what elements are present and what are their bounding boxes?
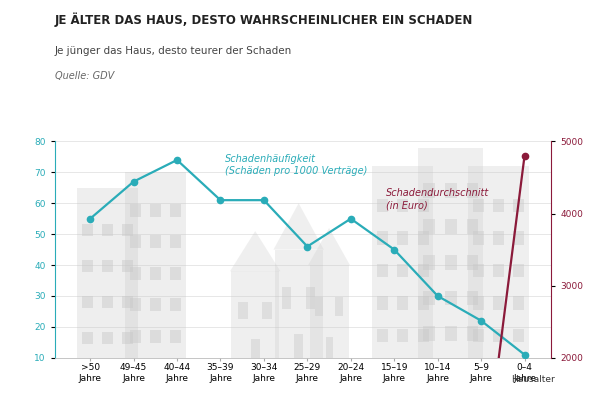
- Polygon shape: [273, 203, 324, 250]
- Text: Hausalter: Hausalter: [511, 375, 555, 384]
- Bar: [513, 199, 524, 212]
- Bar: [373, 166, 433, 358]
- Bar: [122, 224, 133, 236]
- Bar: [473, 199, 484, 212]
- Bar: [513, 329, 524, 342]
- Bar: [125, 172, 185, 358]
- Bar: [130, 267, 141, 280]
- Bar: [423, 255, 435, 270]
- Bar: [170, 298, 181, 312]
- Bar: [493, 199, 504, 212]
- Bar: [398, 231, 408, 245]
- Bar: [325, 337, 333, 358]
- Bar: [467, 183, 478, 198]
- Bar: [82, 296, 93, 308]
- Text: JE ÄLTER DAS HAUS, DESTO WAHRSCHEINLICHER EIN SCHADEN: JE ÄLTER DAS HAUS, DESTO WAHRSCHEINLICHE…: [55, 12, 473, 27]
- Bar: [310, 265, 348, 358]
- Bar: [275, 250, 322, 358]
- Bar: [122, 260, 133, 272]
- Bar: [445, 290, 456, 305]
- Bar: [467, 219, 478, 234]
- Bar: [377, 199, 388, 212]
- Bar: [418, 231, 428, 245]
- Bar: [150, 204, 161, 217]
- Bar: [513, 297, 524, 310]
- Bar: [513, 231, 524, 245]
- Bar: [445, 255, 456, 270]
- Bar: [122, 296, 133, 308]
- Bar: [473, 297, 484, 310]
- Bar: [377, 231, 388, 245]
- Bar: [493, 231, 504, 245]
- Bar: [423, 219, 435, 234]
- Bar: [231, 271, 279, 358]
- Bar: [82, 332, 93, 344]
- Bar: [306, 287, 315, 309]
- Bar: [315, 297, 323, 316]
- Bar: [468, 166, 529, 358]
- Bar: [102, 260, 113, 272]
- Bar: [467, 255, 478, 270]
- Bar: [130, 204, 141, 217]
- Bar: [335, 297, 343, 316]
- Bar: [445, 183, 456, 198]
- Bar: [170, 204, 181, 217]
- Bar: [398, 199, 408, 212]
- Polygon shape: [308, 228, 350, 265]
- Text: Schadendurchschnitt
(in Euro): Schadendurchschnitt (in Euro): [385, 188, 489, 211]
- Bar: [398, 264, 408, 277]
- Bar: [102, 224, 113, 236]
- Bar: [423, 326, 435, 341]
- Bar: [398, 297, 408, 310]
- Bar: [77, 188, 138, 358]
- Bar: [122, 332, 133, 344]
- Bar: [398, 329, 408, 342]
- Bar: [170, 235, 181, 248]
- Bar: [282, 287, 291, 309]
- Bar: [473, 264, 484, 277]
- Bar: [130, 298, 141, 312]
- Bar: [445, 326, 456, 341]
- Bar: [423, 183, 435, 198]
- Bar: [377, 329, 388, 342]
- Bar: [423, 290, 435, 305]
- Bar: [418, 148, 483, 358]
- Bar: [377, 264, 388, 277]
- Bar: [493, 297, 504, 310]
- Bar: [418, 199, 428, 212]
- Bar: [170, 267, 181, 280]
- Bar: [150, 235, 161, 248]
- Bar: [150, 330, 161, 343]
- Bar: [418, 297, 428, 310]
- Bar: [82, 224, 93, 236]
- Bar: [493, 329, 504, 342]
- Text: Quelle: GDV: Quelle: GDV: [55, 71, 114, 81]
- Bar: [467, 290, 478, 305]
- Bar: [418, 264, 428, 277]
- Bar: [170, 330, 181, 343]
- Bar: [473, 329, 484, 342]
- Bar: [377, 297, 388, 310]
- Bar: [493, 264, 504, 277]
- Bar: [130, 235, 141, 248]
- Bar: [262, 302, 272, 319]
- Bar: [82, 260, 93, 272]
- Bar: [473, 231, 484, 245]
- Bar: [295, 334, 303, 358]
- Bar: [239, 302, 248, 319]
- Bar: [467, 326, 478, 341]
- Bar: [445, 219, 456, 234]
- Bar: [150, 298, 161, 312]
- Bar: [513, 264, 524, 277]
- Bar: [102, 296, 113, 308]
- Text: Schadenhäufigkeit
(Schäden pro 1000 Verträge): Schadenhäufigkeit (Schäden pro 1000 Vert…: [225, 154, 367, 176]
- Bar: [102, 332, 113, 344]
- Bar: [251, 339, 259, 358]
- Bar: [150, 267, 161, 280]
- Bar: [418, 329, 428, 342]
- Polygon shape: [230, 231, 281, 271]
- Bar: [130, 330, 141, 343]
- Text: Je jünger das Haus, desto teurer der Schaden: Je jünger das Haus, desto teurer der Sch…: [55, 46, 292, 56]
